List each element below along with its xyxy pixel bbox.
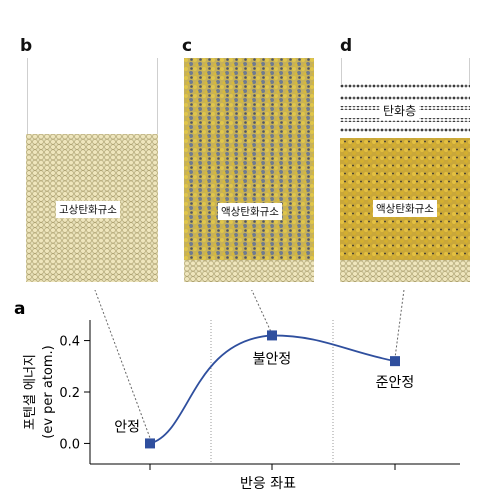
panel-a-letter: a [14, 299, 25, 319]
connector-d [394, 290, 405, 359]
data-point-label-3: 준안정 [376, 375, 415, 391]
panel-b-frame-left [27, 58, 28, 134]
panel-d-top-label: 탄화층 [380, 101, 420, 120]
x-axis-label: 반응 좌표 [240, 476, 296, 492]
data-point-label-1: 안정 [114, 419, 140, 435]
panel-b-label: 고상탄화규소 [56, 201, 120, 218]
panel-b-frame-right [157, 58, 158, 134]
data-point-1 [145, 438, 155, 449]
y-tick-label-2: 0.4 [59, 335, 80, 350]
y-axis-label-line2: (ev per atom.) [41, 345, 56, 439]
connector-c [251, 290, 273, 335]
panel-c-label: 액상탄화규소 [218, 203, 282, 220]
panel-d-label: 액상탄화규소 [373, 200, 437, 217]
data-point-label-2: 불안정 [253, 351, 292, 367]
panel-d-frame-right [469, 58, 470, 84]
y-tick-label-1: 0.2 [59, 386, 80, 401]
panel-c-letter: c [182, 36, 193, 56]
energy-curve [149, 334, 396, 445]
panel-b-letter: b [20, 36, 33, 56]
panel-d-frame-left [341, 58, 342, 84]
panel-c-simulation [184, 58, 314, 282]
data-point-3 [390, 356, 400, 367]
y-axis-label-line1: 포텐셜 에너지 [23, 354, 38, 430]
panel-d-letter: d [340, 36, 353, 56]
connector-b [94, 290, 151, 439]
y-tick-label-0: 0.0 [59, 437, 80, 452]
data-point-2 [267, 330, 277, 341]
